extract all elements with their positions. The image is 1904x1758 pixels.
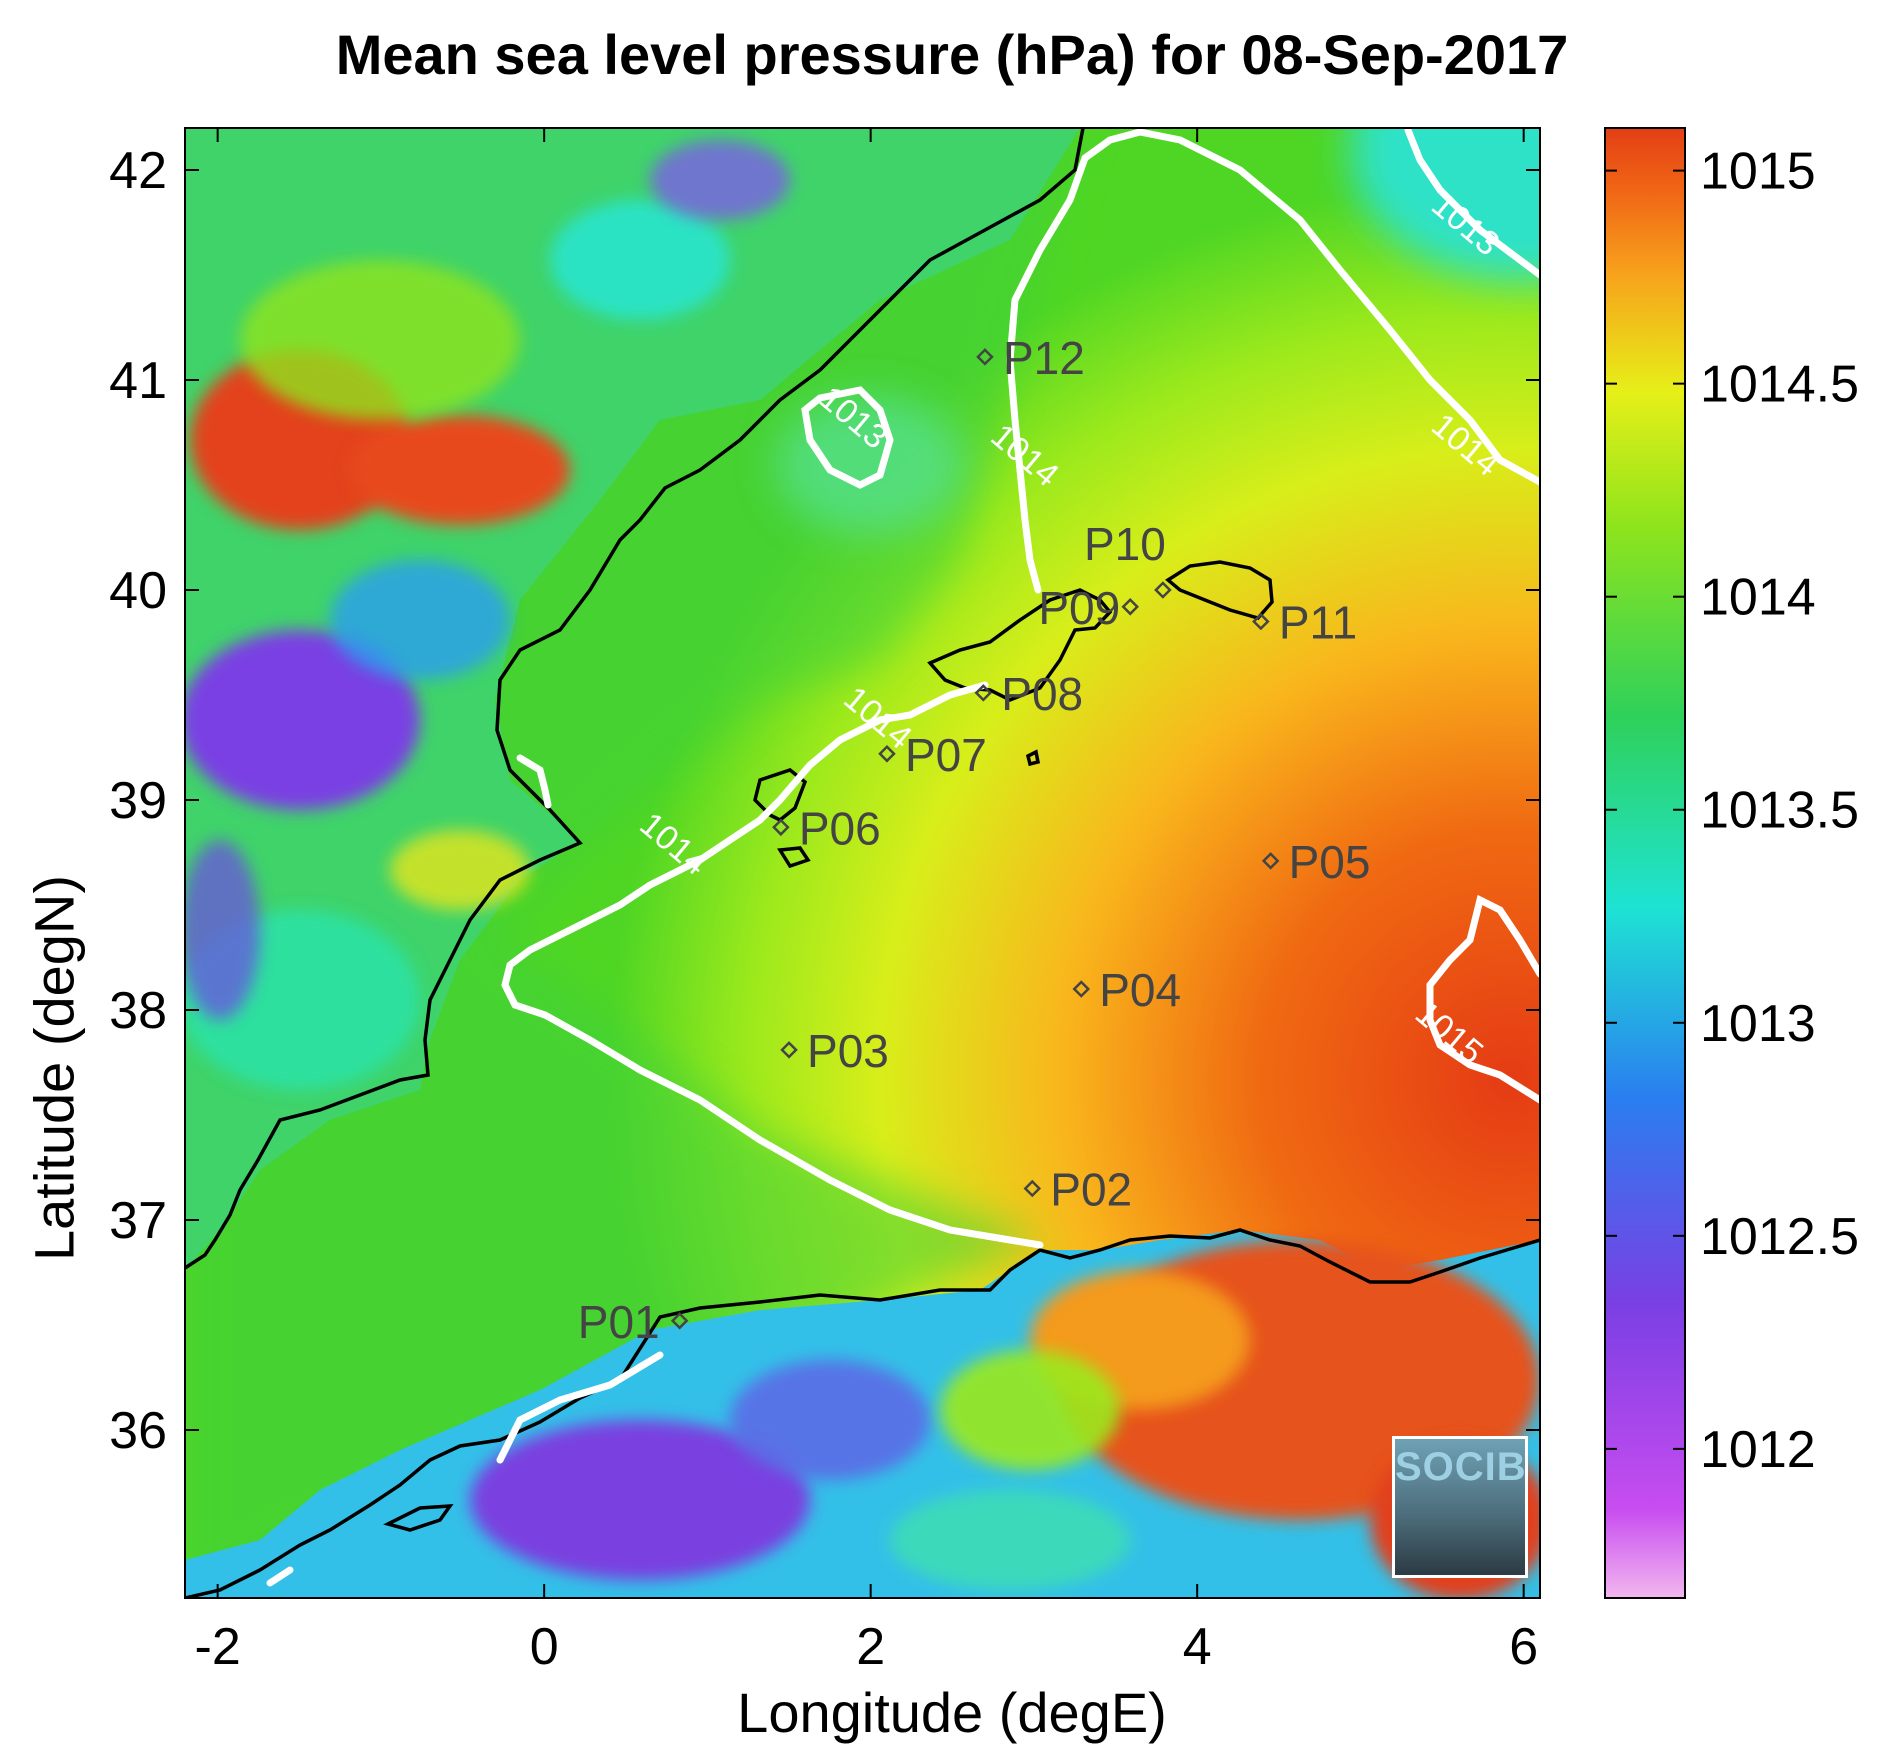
station-label: P12 xyxy=(1003,332,1085,384)
x-axis-label: Longitude (degE) xyxy=(737,1681,1167,1744)
station-marker xyxy=(1154,581,1172,599)
station-marker xyxy=(780,1041,798,1059)
stations: P01 P02 P03 P04 P05 P06 P07 P08 P09 P10 P11 P12 xyxy=(578,332,1371,1348)
station-marker xyxy=(974,684,993,702)
y-tick-label: 37 xyxy=(109,1192,167,1250)
y-tick-label: 38 xyxy=(109,982,167,1040)
x-tick-label: 0 xyxy=(530,1618,559,1676)
y-axis: 36 37 38 39 40 41 42 xyxy=(109,142,1540,1460)
colorbar-tick-label: 1013.5 xyxy=(1700,782,1859,840)
station-marker xyxy=(878,745,896,763)
station-label: P11 xyxy=(1279,597,1357,649)
station-label: P05 xyxy=(1289,836,1371,888)
contour-lines xyxy=(266,128,1540,1587)
colorbar-tick-label: 1014.5 xyxy=(1700,356,1859,414)
y-tick-label: 42 xyxy=(109,142,167,200)
x-tick-label: -2 xyxy=(195,1618,241,1676)
station-label: P10 xyxy=(1084,518,1166,570)
colorbar-ticks: 1012 1012.5 1013 1013.5 1014 1014.5 1015 xyxy=(1605,143,1859,1479)
y-tick-label: 36 xyxy=(109,1402,167,1460)
station-label: P02 xyxy=(1050,1164,1132,1216)
station-label: P06 xyxy=(799,802,881,854)
y-tick-label: 41 xyxy=(109,352,167,410)
y-tick-label: 40 xyxy=(109,562,167,620)
station-marker xyxy=(772,818,790,837)
station-label: P03 xyxy=(807,1025,889,1077)
x-tick-label: 6 xyxy=(1509,1618,1538,1676)
colorbar-tick-label: 1015 xyxy=(1700,143,1816,201)
station-marker xyxy=(1252,612,1270,631)
x-tick-label: 2 xyxy=(856,1618,885,1676)
station-marker xyxy=(976,348,994,366)
colorbar-tick-label: 1014 xyxy=(1700,569,1816,627)
station-marker xyxy=(1121,598,1139,616)
colorbar xyxy=(1604,127,1686,1599)
x-axis: -2 0 2 4 6 xyxy=(195,128,1538,1676)
colorbar-tick-label: 1013 xyxy=(1700,995,1816,1053)
colorbar-tick-label: 1012.5 xyxy=(1700,1208,1859,1266)
station-marker xyxy=(1023,1179,1042,1198)
station-marker xyxy=(670,1312,689,1330)
station-label: P04 xyxy=(1099,964,1181,1016)
socib-logo: SOCIB xyxy=(1392,1436,1528,1578)
x-tick-label: 4 xyxy=(1183,1618,1212,1676)
y-tick-label: 39 xyxy=(109,772,167,830)
station-label: P08 xyxy=(1001,668,1083,720)
station-marker xyxy=(1261,852,1280,870)
station-label: P01 xyxy=(578,1296,660,1348)
colorbar-tick-label: 1012 xyxy=(1700,1421,1816,1479)
plot-frame xyxy=(184,127,1541,1599)
socib-logo-text: SOCIB xyxy=(1395,1445,1527,1489)
pressure-field xyxy=(185,128,1540,1598)
station-label: P07 xyxy=(905,729,987,781)
coastlines xyxy=(185,128,1540,1598)
station-marker xyxy=(1072,980,1091,998)
chart-title: Mean sea level pressure (hPa) for 08-Sep… xyxy=(335,23,1569,86)
station-label: P09 xyxy=(1038,582,1120,634)
